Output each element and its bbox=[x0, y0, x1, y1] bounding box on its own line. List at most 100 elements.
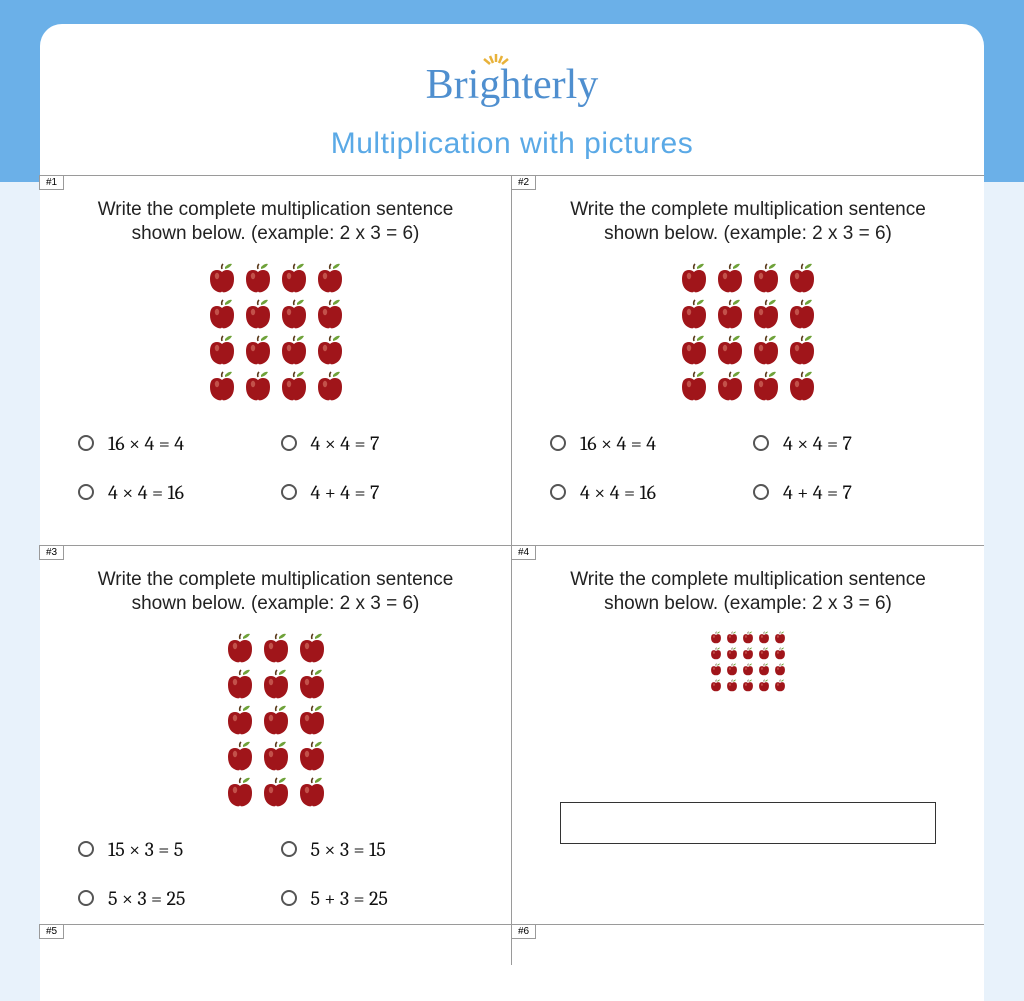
answer-option[interactable]: 4 × 4 = 7 bbox=[753, 432, 946, 455]
apple-row bbox=[205, 368, 347, 402]
apple-row bbox=[205, 296, 347, 330]
question-cell: #5 bbox=[40, 925, 512, 965]
answer-option[interactable]: 16 × 4 = 4 bbox=[550, 432, 743, 455]
free-answer-wrap bbox=[560, 802, 936, 844]
answer-option[interactable]: 4 + 4 = 7 bbox=[281, 481, 474, 504]
apple-icon bbox=[223, 702, 257, 736]
answer-option[interactable]: 5 + 3 = 25 bbox=[281, 887, 474, 910]
question-cell: #4Write the complete multiplication sent… bbox=[512, 546, 984, 925]
apple-row bbox=[205, 260, 347, 294]
apple-icon bbox=[725, 630, 739, 644]
apple-icon bbox=[677, 260, 711, 294]
radio-icon bbox=[281, 841, 297, 857]
radio-icon bbox=[78, 890, 94, 906]
apple-icon bbox=[709, 646, 723, 660]
answer-option[interactable]: 16 × 4 = 4 bbox=[78, 432, 271, 455]
apple-icon bbox=[277, 260, 311, 294]
question-number-tag: #6 bbox=[511, 924, 536, 939]
apple-array bbox=[58, 260, 493, 402]
apple-row bbox=[223, 738, 329, 772]
apple-row bbox=[205, 332, 347, 366]
option-text: 4 + 4 = 7 bbox=[783, 481, 852, 504]
apple-icon bbox=[713, 296, 747, 330]
option-text: 5 × 3 = 15 bbox=[311, 838, 386, 861]
answer-option[interactable]: 5 × 3 = 15 bbox=[281, 838, 474, 861]
apple-icon bbox=[259, 702, 293, 736]
radio-icon bbox=[550, 484, 566, 500]
option-text: 4 × 4 = 7 bbox=[311, 432, 380, 455]
radio-icon bbox=[753, 484, 769, 500]
apple-icon bbox=[741, 630, 755, 644]
answer-option[interactable]: 4 × 4 = 16 bbox=[550, 481, 743, 504]
apple-icon bbox=[757, 662, 771, 676]
apple-icon bbox=[677, 332, 711, 366]
apple-icon bbox=[749, 260, 783, 294]
apple-row bbox=[677, 260, 819, 294]
question-number-tag: #2 bbox=[511, 175, 536, 190]
apple-icon bbox=[725, 678, 739, 692]
apple-icon bbox=[709, 662, 723, 676]
apple-icon bbox=[725, 662, 739, 676]
option-text: 5 + 3 = 25 bbox=[311, 887, 388, 910]
apple-row bbox=[223, 774, 329, 808]
worksheet-sheet: Brighterly Multiplication with pictures … bbox=[40, 24, 984, 1001]
apple-icon bbox=[757, 630, 771, 644]
apple-icon bbox=[277, 296, 311, 330]
question-number-tag: #4 bbox=[511, 545, 536, 560]
option-text: 4 × 4 = 7 bbox=[783, 432, 852, 455]
answer-input[interactable] bbox=[560, 802, 936, 844]
apple-row bbox=[709, 646, 787, 660]
apple-icon bbox=[677, 296, 711, 330]
radio-icon bbox=[78, 484, 94, 500]
radio-icon bbox=[78, 841, 94, 857]
apple-row bbox=[709, 678, 787, 692]
option-text: 16 × 4 = 4 bbox=[580, 432, 656, 455]
options-grid: 16 × 4 = 4 4 × 4 = 7 4 × 4 = 16 4 + 4 = 7 bbox=[530, 432, 966, 504]
worksheet-title: Multiplication with pictures bbox=[40, 127, 984, 161]
apple-row bbox=[223, 702, 329, 736]
option-text: 5 × 3 = 25 bbox=[108, 887, 185, 910]
answer-option[interactable]: 4 × 4 = 7 bbox=[281, 432, 474, 455]
apple-icon bbox=[205, 260, 239, 294]
apple-icon bbox=[295, 666, 329, 700]
apple-icon bbox=[713, 368, 747, 402]
apple-icon bbox=[785, 296, 819, 330]
apple-icon bbox=[259, 666, 293, 700]
apple-icon bbox=[709, 678, 723, 692]
apple-icon bbox=[277, 368, 311, 402]
apple-icon bbox=[205, 332, 239, 366]
radio-icon bbox=[550, 435, 566, 451]
answer-option[interactable]: 4 × 4 = 16 bbox=[78, 481, 271, 504]
answer-option[interactable]: 4 + 4 = 7 bbox=[753, 481, 946, 504]
brand-logo: Brighterly bbox=[40, 52, 984, 117]
apple-row bbox=[223, 666, 329, 700]
apple-icon bbox=[749, 332, 783, 366]
apple-icon bbox=[313, 296, 347, 330]
apple-icon bbox=[677, 368, 711, 402]
apple-icon bbox=[773, 630, 787, 644]
apple-icon bbox=[773, 678, 787, 692]
apple-icon bbox=[785, 260, 819, 294]
apple-icon bbox=[241, 296, 275, 330]
option-text: 15 × 3 = 5 bbox=[108, 838, 183, 861]
radio-icon bbox=[281, 890, 297, 906]
apple-icon bbox=[757, 678, 771, 692]
apple-row bbox=[709, 630, 787, 644]
apple-icon bbox=[713, 332, 747, 366]
radio-icon bbox=[78, 435, 94, 451]
apple-icon bbox=[773, 662, 787, 676]
question-cell: #3Write the complete multiplication sent… bbox=[40, 546, 512, 925]
apple-icon bbox=[295, 774, 329, 808]
question-number-tag: #5 bbox=[39, 924, 64, 939]
apple-icon bbox=[749, 296, 783, 330]
apple-icon bbox=[749, 368, 783, 402]
apple-row bbox=[677, 368, 819, 402]
answer-option[interactable]: 15 × 3 = 5 bbox=[78, 838, 271, 861]
apple-icon bbox=[241, 368, 275, 402]
answer-option[interactable]: 5 × 3 = 25 bbox=[78, 887, 271, 910]
apple-icon bbox=[223, 738, 257, 772]
options-grid: 15 × 3 = 5 5 × 3 = 15 5 × 3 = 25 5 + 3 = 25 bbox=[58, 838, 493, 910]
apple-icon bbox=[741, 662, 755, 676]
apple-icon bbox=[741, 678, 755, 692]
question-cell: #1Write the complete multiplication sent… bbox=[40, 176, 512, 546]
